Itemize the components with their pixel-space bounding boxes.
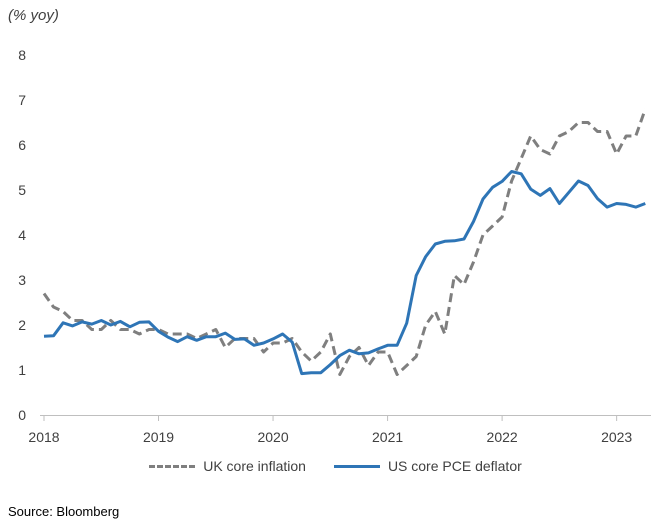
y-tick-label-0: 0 [18,407,26,423]
x-axis-labels: 2018 2019 2020 2021 2022 2023 [28,429,632,445]
legend-item-us: US core PCE deflator [333,458,522,474]
legend: UK core inflation US core PCE deflator [0,458,671,474]
x-tick-label-2021: 2021 [372,429,403,445]
x-tick-label-2022: 2022 [487,429,518,445]
y-tick-label-2: 2 [18,317,26,333]
y-tick-label-1: 1 [18,362,26,378]
y-axis-unit-label: (% yoy) [8,7,59,24]
y-tick-label-3: 3 [18,272,26,288]
source-note: Source: Bloomberg [8,504,120,519]
legend-item-uk: UK core inflation [149,458,306,474]
y-tick-label-7: 7 [18,92,26,108]
legend-label-us: US core PCE deflator [387,458,522,474]
x-tick-label-2018: 2018 [28,429,59,445]
y-axis-labels: 0 1 2 3 4 5 6 7 8 [18,47,26,423]
x-axis-ticks [43,415,618,421]
series-line-uk-core-inflation [42,108,647,376]
x-tick-label-2020: 2020 [257,429,288,445]
series-line-us-core-pce-deflator [43,170,646,376]
x-tick-label-2019: 2019 [143,429,174,445]
y-tick-label-6: 6 [18,137,26,153]
legend-swatch-uk [149,464,196,468]
legend-swatch-us [333,464,380,468]
y-tick-label-4: 4 [18,227,26,243]
x-tick-label-2023: 2023 [601,429,632,445]
y-tick-label-5: 5 [18,182,26,198]
y-tick-label-8: 8 [18,47,26,63]
series-layer [42,108,647,376]
legend-label-uk: UK core inflation [203,458,306,474]
